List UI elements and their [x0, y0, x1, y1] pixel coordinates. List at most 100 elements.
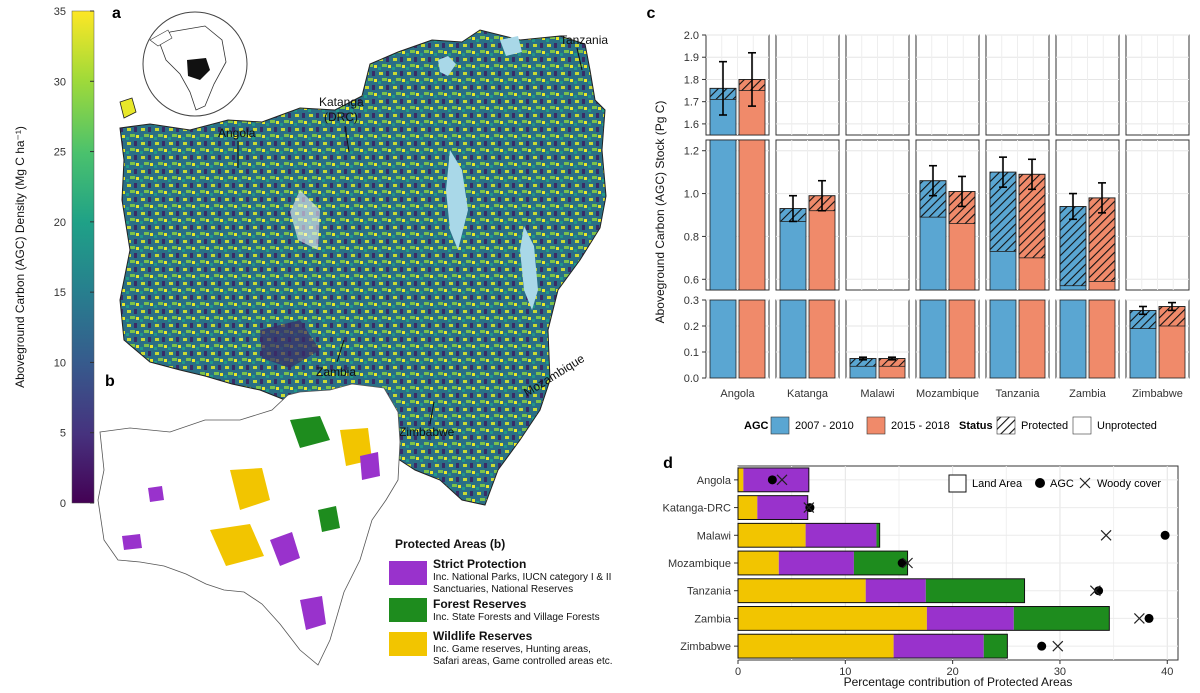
category-label: Mozambique	[916, 388, 979, 400]
colorbar-gradient	[71, 10, 95, 504]
pa-name-strict: Strict Protection	[433, 557, 526, 571]
agc-marker	[1094, 586, 1104, 596]
protected-area-patches	[122, 416, 380, 630]
y-tick-label: 0.2	[684, 321, 699, 333]
legend-woody-marker	[1079, 477, 1091, 489]
pa-desc-strict-1: Inc. National Parks, IUCN category I & I…	[433, 572, 611, 583]
wildlife-patch	[230, 468, 270, 510]
woody-cover-marker	[776, 474, 788, 486]
woody-cover-marker	[1089, 585, 1101, 597]
panel-d-plot: 0 10 20 30 40 Angola Katanga-DRC Malawi Mozambiq…	[663, 465, 1179, 678]
panel-d-legend: Land Area AGC Woody cover	[948, 474, 1161, 493]
pa-legend-wildlife: Wildlife Reserves Inc. Game reserves, Hu…	[389, 629, 613, 667]
label-angola: Angola	[218, 126, 256, 140]
y-tick-label: 1.6	[684, 119, 699, 131]
colorbar-tick-label: 30	[54, 76, 66, 88]
y-tick-label: 1.2	[684, 146, 699, 158]
pa-name-wildlife: Wildlife Reserves	[433, 629, 533, 643]
legend-swatch-2015	[866, 416, 886, 435]
panel-c-ylabel: Aboveground Carbon (AGC) Stock (Pg C)	[653, 101, 667, 324]
label-zambia: Zambia	[316, 365, 356, 379]
pa-desc-forest-1: Inc. State Forests and Village Forests	[433, 612, 600, 623]
y-tick-label: 1.9	[684, 52, 699, 64]
bar-2007-2010	[989, 299, 1017, 379]
category-label: Malawi	[860, 388, 894, 400]
agc-marker	[1037, 641, 1047, 651]
y-tick-label: 1.8	[684, 74, 699, 86]
strict-patch	[360, 452, 380, 480]
label-zimbabwe: Zimbabwe	[399, 425, 455, 439]
category-label: Tanzania	[687, 586, 732, 598]
bar-strict-protection	[778, 551, 854, 575]
category-label: Zimbabwe	[680, 641, 731, 653]
legend-land-area-label: Land Area	[972, 478, 1023, 490]
agc-marker	[897, 558, 907, 568]
legend-swatch-protected	[996, 416, 1016, 435]
lake-victoria	[438, 56, 456, 76]
woody-cover-marker	[902, 557, 913, 569]
colorbar-tick-label: 15	[54, 287, 66, 299]
y-tick-label: 1.7	[684, 97, 699, 109]
pa-swatch-forest	[389, 598, 427, 622]
bar-forest-reserves	[853, 551, 908, 575]
legend-swatch-unprotected	[1072, 416, 1092, 435]
legend-swatch-2007	[770, 416, 790, 435]
bar-strict-protection	[865, 578, 926, 603]
bar-forest-reserves	[983, 634, 1008, 659]
pa-legend-strict: Strict Protection Inc. National Parks, I…	[389, 557, 611, 595]
x-tick-label: 0	[735, 666, 741, 678]
lake-top	[500, 36, 522, 56]
x-tick-label: 30	[1054, 666, 1066, 678]
category-label: Zambia	[694, 613, 732, 625]
colorbar-tick-label: 10	[54, 357, 66, 369]
strict-patch	[122, 534, 142, 550]
woody-cover-marker	[803, 502, 815, 513]
category-label: Angola	[720, 388, 755, 400]
forest-patch	[318, 506, 340, 532]
map-dark-patch	[260, 320, 320, 368]
y-tick-label: 0.0	[684, 373, 699, 385]
legend-label-unprotected: Unprotected	[1097, 420, 1157, 432]
legend-label-protected: Protected	[1021, 420, 1068, 432]
panel-b-letter: b	[105, 373, 115, 390]
forest-patch	[290, 416, 330, 448]
pa-desc-wildlife-2: Safari areas, Game controlled areas etc.	[433, 656, 613, 667]
lake-malawi	[520, 226, 538, 310]
pa-legend-title: Protected Areas (b)	[395, 537, 505, 551]
land-area-outline	[737, 633, 1008, 659]
panel-b: b Protected Areas (b) Strict Protection …	[97, 373, 613, 667]
panel-c-letter: c	[647, 5, 656, 22]
agc-marker	[767, 475, 777, 485]
pa-desc-strict-2: Sanctuaries, National Reserves	[433, 584, 573, 595]
legend-label-2015: 2015 - 2018	[891, 420, 950, 432]
x-tick-label: 10	[839, 666, 851, 678]
category-label: Zambia	[1069, 388, 1107, 400]
bar-2015-2018	[738, 139, 766, 291]
bar-wildlife-reserves	[738, 523, 806, 548]
category-label: Katanga-DRC	[663, 503, 732, 515]
bar-2015-2018	[738, 299, 766, 379]
agc-marker	[805, 503, 815, 513]
agc-marker	[1144, 613, 1154, 623]
bar-forest-reserves	[1013, 606, 1110, 631]
lake-tanganyika	[446, 150, 468, 250]
legend-status-title: Status	[959, 420, 993, 432]
wildlife-patch	[210, 524, 264, 566]
y-tick-label: 1.0	[684, 189, 699, 201]
category-label: Mozambique	[668, 558, 731, 570]
legend-agc-marker	[1035, 478, 1045, 488]
bar-wildlife-reserves	[738, 634, 894, 659]
y-tick-label: 0.8	[684, 231, 699, 243]
bar-wildlife-reserves	[738, 606, 927, 631]
colorbar-tick-label: 35	[54, 6, 66, 18]
bar-wildlife-reserves	[738, 578, 866, 603]
bar-forest-reserves	[876, 523, 880, 548]
globe-inset	[142, 11, 248, 117]
bar-forest-reserves	[925, 578, 1025, 603]
bar-2015-2018	[1088, 299, 1116, 379]
land-area-outline	[737, 522, 881, 548]
land-area-outline	[737, 467, 810, 493]
pa-desc-wildlife-1: Inc. Game reserves, Hunting areas,	[433, 644, 591, 655]
strict-patch	[270, 532, 300, 566]
woody-cover-marker	[1052, 640, 1064, 652]
